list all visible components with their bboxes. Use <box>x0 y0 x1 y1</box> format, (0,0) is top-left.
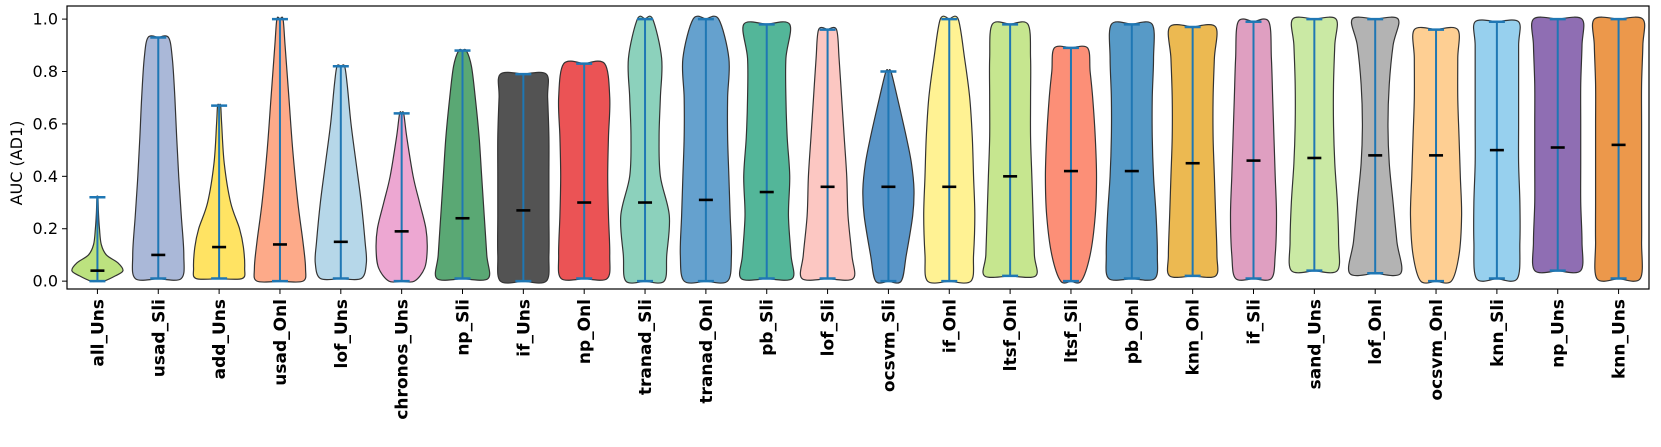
x-tick-label-sand_Uns: sand_Uns <box>1305 299 1325 389</box>
x-tick-label-knn_Onl: knn_Onl <box>1184 299 1204 375</box>
x-tick-label-pb_Onl: pb_Onl <box>1123 299 1143 364</box>
y-tick-label-5: 1.0 <box>33 10 58 29</box>
plot-frame <box>66 5 1650 290</box>
x-tick-label-pb_Sli: pb_Sli <box>758 299 778 356</box>
x-tick-label-np_Sli: np_Sli <box>454 299 474 356</box>
x-tick-label-np_Uns: np_Uns <box>1549 299 1569 368</box>
x-tick-label-np_Onl: np_Onl <box>575 299 595 364</box>
x-tick-label-usad_Onl: usad_Onl <box>271 299 291 386</box>
x-tick-label-ltsf_Sli: ltsf_Sli <box>1062 299 1082 363</box>
x-tick-label-ocsvm_Onl: ocsvm_Onl <box>1427 299 1447 401</box>
y-tick-label-2: 0.4 <box>33 167 58 186</box>
x-tick-label-chronos_Uns: chronos_Uns <box>393 299 413 420</box>
x-tick-label-add_Uns: add_Uns <box>210 299 230 379</box>
x-tick-label-knn_Uns: knn_Uns <box>1610 299 1630 379</box>
x-tick-label-if_Uns: if_Uns <box>514 299 534 357</box>
x-tick-label-lof_Sli: lof_Sli <box>819 299 839 356</box>
y-tick-label-4: 0.8 <box>33 62 58 81</box>
axes-layer: all_Uns usad_Sli add_Uns usad_Onl lof_Uns chr… <box>33 5 1650 420</box>
y-axis-label: AUC (AD1) <box>7 121 26 206</box>
x-tick-label-ltsf_Onl: ltsf_Onl <box>1001 299 1021 371</box>
x-tick-label-lof_Uns: lof_Uns <box>332 299 352 368</box>
x-tick-label-knn_Sli: knn_Sli <box>1488 299 1508 367</box>
y-tick-label-1: 0.2 <box>33 219 58 238</box>
x-tick-label-usad_Sli: usad_Sli <box>149 299 169 377</box>
violins-layer <box>71 15 1646 284</box>
x-tick-label-ocsvm_Sli: ocsvm_Sli <box>879 299 899 392</box>
x-tick-label-tranad_Onl: tranad_Onl <box>697 299 717 404</box>
y-tick-label-0: 0.0 <box>33 272 58 291</box>
x-tick-label-all_Uns: all_Uns <box>88 299 108 367</box>
y-tick-label-3: 0.6 <box>33 114 58 133</box>
x-tick-label-if_Sli: if_Sli <box>1245 299 1265 345</box>
x-tick-label-lof_Onl: lof_Onl <box>1366 299 1386 365</box>
x-tick-label-if_Onl: if_Onl <box>940 299 960 353</box>
x-tick-label-tranad_Sli: tranad_Sli <box>636 299 656 395</box>
